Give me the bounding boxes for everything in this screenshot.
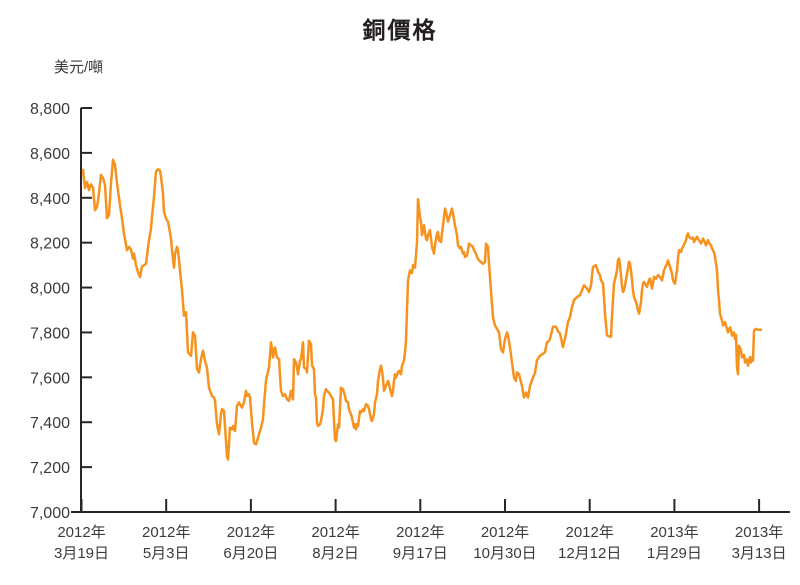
y-axis-unit-label: 美元/噸 [54, 59, 103, 76]
axes [71, 107, 790, 513]
price-line-series [81, 158, 763, 461]
x-axis-tick-label-date: 3月19日 [54, 545, 109, 562]
y-axis-tick-label: 8,200 [30, 236, 70, 253]
x-axis-tick-label-date: 12月12日 [558, 545, 621, 562]
x-axis-tick-label-date: 10月30日 [473, 545, 536, 562]
x-axis-tick-label-date: 3月13日 [732, 545, 787, 562]
x-axis-tick-label-year: 2013年 [735, 524, 783, 541]
y-axis-tick-label: 7,600 [30, 370, 70, 387]
x-axis-tick-label-date: 5月3日 [143, 545, 190, 562]
x-axis-tick-labels: 2012年 3月19日 2012年 5月3日 2012年 6月20日 2012年 8月2日 20… [54, 524, 787, 562]
y-axis-tick-label: 8,400 [30, 191, 70, 208]
x-axis-tick-label-year: 2012年 [396, 524, 444, 541]
x-axis-tick-label-date: 1月29日 [647, 545, 702, 562]
y-axis-tick-label: 8,000 [30, 281, 70, 298]
y-axis-tick-label: 8,600 [30, 146, 70, 163]
x-axis-tick-label-year: 2012年 [227, 524, 275, 541]
x-axis-tick-label-date: 9月17日 [393, 545, 448, 562]
x-axis-tick-label-year: 2013年 [650, 524, 698, 541]
x-axis-tick-label-year: 2012年 [566, 524, 614, 541]
chart-title: 銅價格 [363, 17, 438, 43]
y-axis-tick-label: 7,200 [30, 460, 70, 477]
y-axis-tick-label: 7,400 [30, 415, 70, 432]
x-axis-tick-label-year: 2012年 [142, 524, 190, 541]
y-axis-tick-labels: 8,800 8,600 8,400 8,200 8,000 7,800 7,600 7,400… [30, 101, 70, 522]
x-axis-tick-label-year: 2012年 [481, 524, 529, 541]
y-axis-tick-label: 7,000 [30, 505, 70, 522]
y-axis-tick-label: 8,800 [30, 101, 70, 118]
x-axis-tick-label-date: 8月2日 [312, 545, 359, 562]
x-axis-tick-label-year: 2012年 [311, 524, 359, 541]
price-line [81, 158, 763, 461]
x-axis-tick-label-year: 2012年 [57, 524, 105, 541]
y-axis-tick-label: 7,800 [30, 325, 70, 342]
x-axis-tick-label-date: 6月20日 [223, 545, 278, 562]
